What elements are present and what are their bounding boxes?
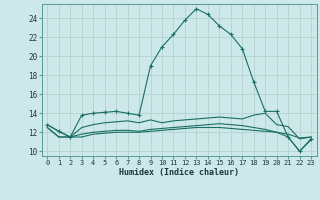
X-axis label: Humidex (Indice chaleur): Humidex (Indice chaleur) xyxy=(119,168,239,177)
